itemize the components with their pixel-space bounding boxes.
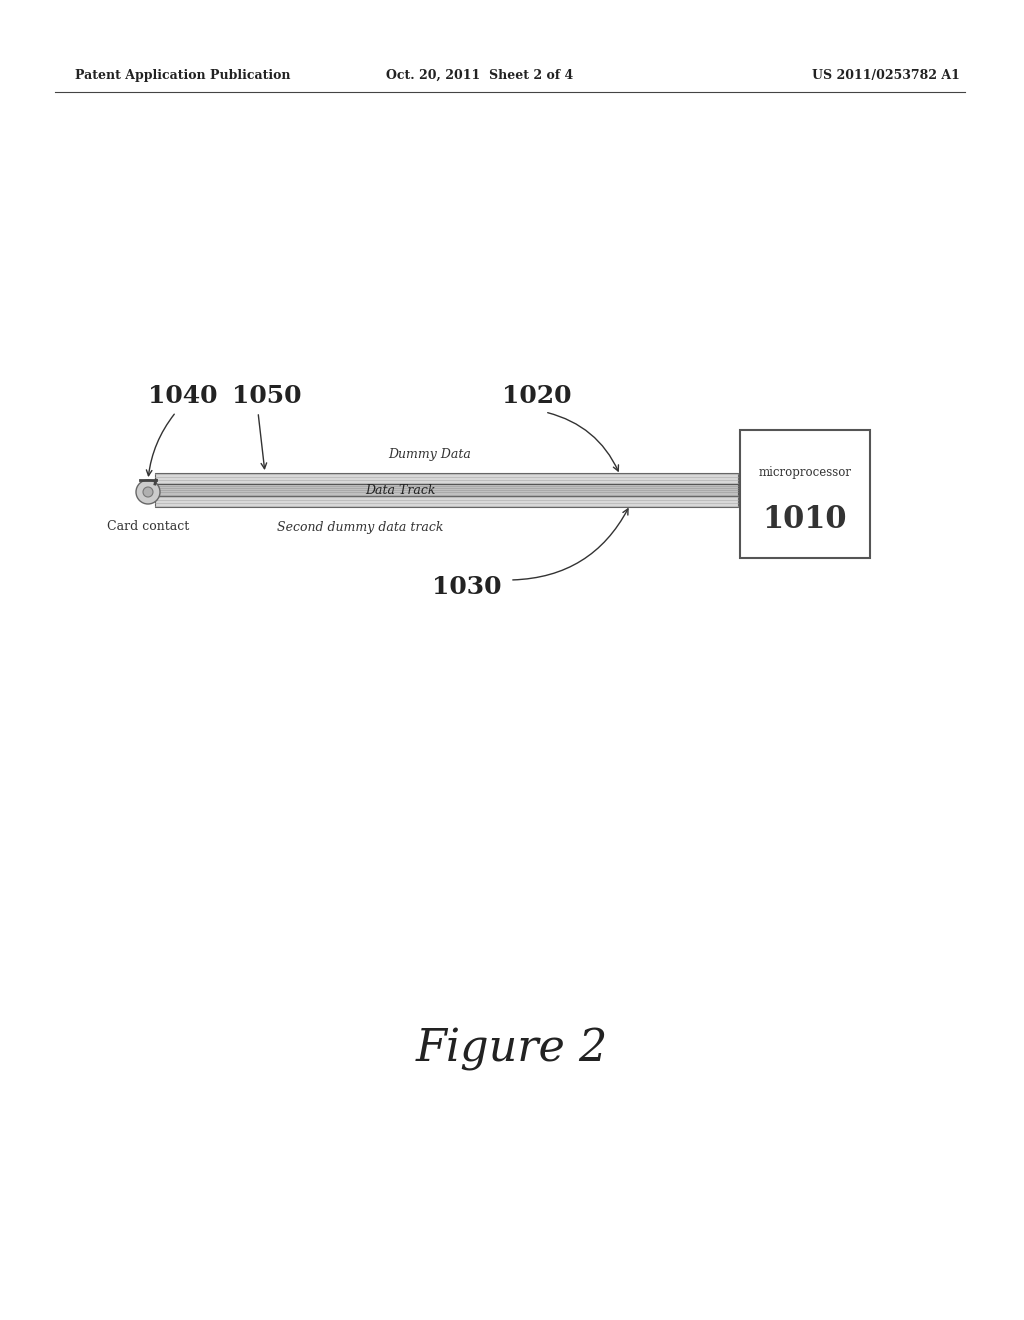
Text: 1020: 1020 [502,384,571,408]
Text: US 2011/0253782 A1: US 2011/0253782 A1 [812,69,961,82]
Text: Second dummy data track: Second dummy data track [276,521,443,535]
Text: Oct. 20, 2011  Sheet 2 of 4: Oct. 20, 2011 Sheet 2 of 4 [386,69,573,82]
Text: Dummy Data: Dummy Data [388,447,471,461]
Bar [740,430,870,558]
Circle shape [136,480,160,504]
Text: 1030: 1030 [432,576,502,599]
Text: 1010: 1010 [763,504,847,535]
Bar [155,473,738,484]
Text: microprocessor: microprocessor [759,466,852,479]
Text: 1040: 1040 [148,384,217,408]
Text: 1050: 1050 [232,384,301,408]
Bar [155,484,738,498]
Text: Data Track: Data Track [365,483,435,496]
Bar [155,496,738,507]
Text: Figure 2: Figure 2 [416,1028,608,1071]
Text: Patent Application Publication: Patent Application Publication [75,69,291,82]
Text: Card contact: Card contact [106,520,189,533]
Circle shape [143,487,153,498]
